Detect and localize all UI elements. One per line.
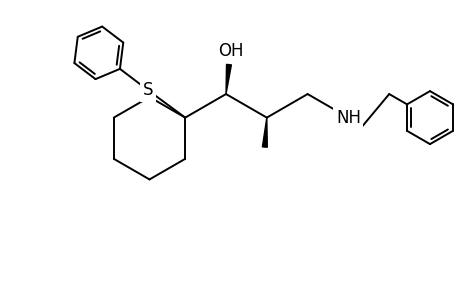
Polygon shape	[225, 64, 231, 94]
Text: OH: OH	[218, 42, 243, 60]
Text: NH: NH	[335, 109, 360, 127]
Polygon shape	[262, 118, 267, 147]
Text: S: S	[142, 81, 153, 99]
